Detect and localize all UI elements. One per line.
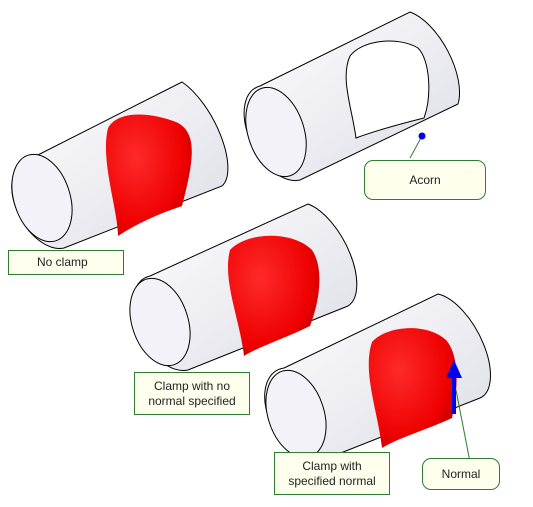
cylinder-acorn [243,11,461,182]
label-clamp-specified-line1: Clamp with [302,458,362,473]
fill-surface-clamp-no-normal [227,235,320,356]
normal-arrow-icon [446,360,462,378]
cylinder-clamp-specified-normal [264,293,491,463]
label-clamp-no-normal: Clamp with no normal specified [134,372,250,415]
label-clamp-no-normal-line1: Clamp with no [153,378,231,393]
acorn-leader-line [409,135,423,159]
normal-leader-line [455,389,471,463]
cylinder-clamp-no-normal [129,203,358,371]
label-acorn-text: Acorn [409,172,441,187]
fill-surface-clamp-specified [368,328,457,448]
label-clamp-specified-normal: Clamp with specified normal [274,452,390,495]
label-acorn: Acorn [364,160,486,200]
label-clamp-specified-line2: specified normal [288,473,376,488]
label-normal-text: Normal [441,466,481,481]
cylinder-no-clamp [11,81,229,249]
fill-surface-no-clamp [105,114,192,236]
label-clamp-no-normal-line2: normal specified [148,393,236,408]
label-no-clamp-text: No clamp [37,255,88,269]
label-no-clamp: No clamp [8,250,124,275]
open-boundary-acorn [345,40,430,139]
label-normal: Normal [422,458,500,490]
acorn-point [418,132,426,140]
